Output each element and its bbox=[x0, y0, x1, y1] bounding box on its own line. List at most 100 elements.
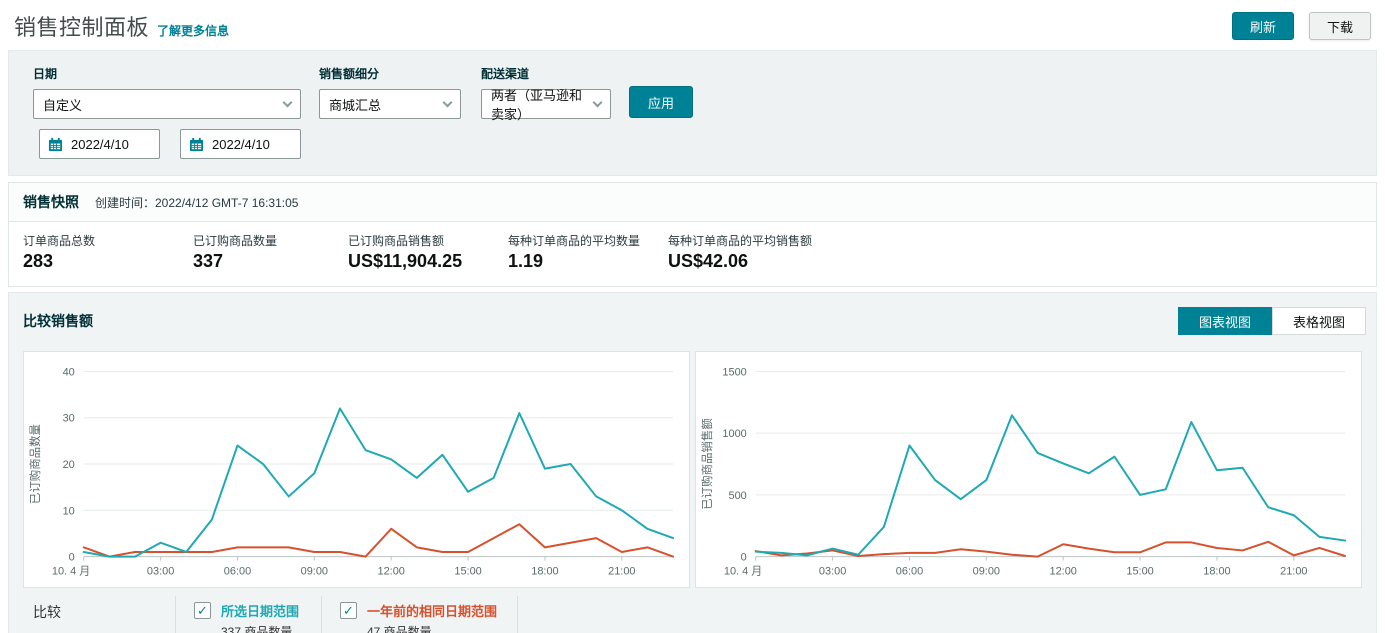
snapshot-stats-row: 订单商品总数283已订购商品数量337已订购商品销售额US$11,904.25每… bbox=[9, 222, 1376, 286]
snapshot-title: 销售快照 bbox=[23, 192, 79, 212]
end-date-input[interactable]: 2022/4/10 bbox=[180, 129, 301, 159]
legend-item-label: 所选日期范围 bbox=[221, 601, 299, 620]
x-tick-label: 18:00 bbox=[531, 566, 558, 578]
snapshot-header: 销售快照 创建时间：2022/4/12 GMT-7 16:31:05 bbox=[9, 183, 1376, 222]
date-range-select[interactable]: 自定义 bbox=[33, 89, 301, 119]
units-ordered-chart-card: 01020304010. 4 月03:0006:0009:0012:0015:0… bbox=[23, 351, 690, 588]
x-tick-label: 18:00 bbox=[1203, 566, 1230, 578]
learn-more-link[interactable]: 了解更多信息 bbox=[157, 22, 229, 39]
legend-item: ✓ 一年前的相同日期范围47 商品数量US$1,199.30 bbox=[321, 596, 517, 633]
y-axis-label: 已订购商品数量 bbox=[28, 424, 42, 504]
legend-item-quantity: 337 商品数量 bbox=[221, 623, 299, 633]
chevron-down-icon bbox=[593, 97, 603, 107]
page-title: 销售控制面板 bbox=[14, 10, 149, 42]
date-inputs-row: 2022/4/10 2022/4/10 bbox=[39, 129, 301, 159]
top-bar: 销售控制面板 了解更多信息 刷新 下载 bbox=[0, 0, 1385, 50]
x-tick-label: 21:00 bbox=[608, 566, 635, 578]
charts-row: 0 10 20 30 40 10. 4 月 03:00 06:00 09:00 12:00 15:0… bbox=[23, 351, 1362, 588]
compare-legend-intro: 比较 这是什么 bbox=[23, 596, 175, 633]
date-filter-group: 日期 自定义 2022/4/10 bbox=[33, 65, 301, 159]
calendar-icon bbox=[189, 137, 204, 152]
view-toggle: 图表视图 表格视图 bbox=[1178, 307, 1366, 335]
stat-value: US$42.06 bbox=[668, 251, 812, 272]
legend-checkbox[interactable]: ✓ bbox=[194, 602, 211, 619]
stat-label: 订单商品总数 bbox=[23, 232, 193, 249]
x-tick-label: 06:00 bbox=[224, 566, 251, 578]
date-range-value: 自定义 bbox=[43, 95, 82, 114]
download-button[interactable]: 下载 bbox=[1309, 12, 1371, 40]
x-tick-label: 10. 4 月 bbox=[52, 566, 90, 578]
compare-sales-section: 比较销售额 图表视图 表格视图 0 10 20 30 40 10. 4 月 03:00 06:… bbox=[8, 292, 1377, 633]
x-tick-label: 09:00 bbox=[301, 566, 328, 578]
snapshot-created-time: 创建时间：2022/4/12 GMT-7 16:31:05 bbox=[95, 194, 298, 211]
snapshot-stat: 已订购商品数量 337 bbox=[193, 232, 348, 272]
calendar-icon bbox=[48, 137, 63, 152]
legend-items: ✓所选日期范围337 商品数量US$11,904.25✓一年前的相同日期范围47… bbox=[175, 596, 518, 633]
channel-value: 两者（亚马逊和卖家） bbox=[491, 85, 586, 123]
product-sales-chart-card: 05001000150010. 4 月03:0006:0009:0012:001… bbox=[695, 351, 1362, 588]
apply-button[interactable]: 应用 bbox=[629, 86, 693, 118]
breakdown-filter-label: 销售额细分 bbox=[319, 65, 461, 82]
legend-item: ✓所选日期范围337 商品数量US$11,904.25 bbox=[175, 596, 321, 633]
sales-dashboard-page: 销售控制面板 了解更多信息 刷新 下载 日期 自定义 bbox=[0, 0, 1385, 633]
start-date-input[interactable]: 2022/4/10 bbox=[39, 129, 160, 159]
breakdown-select[interactable]: 商城汇总 bbox=[319, 89, 461, 119]
x-tick-label: 09:00 bbox=[973, 566, 1000, 578]
snapshot-stat: 已订购商品销售额US$11,904.25 bbox=[348, 232, 508, 272]
start-date-value: 2022/4/10 bbox=[71, 137, 129, 152]
x-tick-label: 10. 4 月 bbox=[724, 566, 762, 578]
series-line bbox=[756, 542, 1345, 557]
series-line bbox=[756, 415, 1345, 555]
table-view-tab[interactable]: 表格视图 bbox=[1272, 307, 1366, 335]
chevron-down-icon bbox=[283, 97, 293, 107]
legend-checkbox[interactable]: ✓ bbox=[340, 602, 357, 619]
stat-value: 283 bbox=[23, 251, 193, 272]
snapshot-stat: 每种订单商品的平均销售额 US$42.06 bbox=[668, 232, 812, 272]
y-axis-label: 已订购商品销售额 bbox=[700, 418, 714, 510]
y-tick-label: 0 bbox=[741, 552, 747, 564]
x-tick-label: 21:00 bbox=[1280, 566, 1307, 578]
stat-value: 337 bbox=[193, 251, 348, 272]
compare-legend-row: 比较 这是什么 ✓所选日期范围337 商品数量US$11,904.25✓一年前的… bbox=[23, 596, 1362, 633]
breakdown-filter-group: 销售额细分 商城汇总 bbox=[319, 65, 461, 119]
product-sales-chart: 05001000150010. 4 月03:0006:0009:0012:001… bbox=[698, 355, 1359, 587]
channel-select[interactable]: 两者（亚马逊和卖家） bbox=[481, 89, 611, 119]
top-actions: 刷新 下载 bbox=[1232, 12, 1371, 40]
y-tick-label: 40 bbox=[63, 366, 75, 378]
stat-label: 每种订单商品的平均数量 bbox=[508, 232, 668, 249]
legend-item-label: 一年前的相同日期范围 bbox=[367, 601, 497, 620]
chart-view-tab[interactable]: 图表视图 bbox=[1178, 307, 1272, 335]
stat-label: 已订购商品销售额 bbox=[348, 232, 508, 249]
series-line bbox=[84, 524, 673, 556]
channel-filter-group: 配送渠道 两者（亚马逊和卖家） bbox=[481, 65, 611, 119]
snapshot-stat: 订单商品总数 283 bbox=[23, 232, 193, 272]
stat-label: 每种订单商品的平均销售额 bbox=[668, 232, 812, 249]
refresh-button[interactable]: 刷新 bbox=[1232, 12, 1294, 40]
y-tick-label: 500 bbox=[729, 490, 747, 502]
compare-title: 比较销售额 bbox=[23, 311, 93, 331]
x-tick-label: 06:00 bbox=[896, 566, 923, 578]
legend-item-text: 一年前的相同日期范围47 商品数量US$1,199.30 bbox=[367, 601, 497, 633]
x-tick-label: 12:00 bbox=[378, 566, 405, 578]
y-tick-label: 10 bbox=[63, 505, 75, 517]
end-date-value: 2022/4/10 bbox=[212, 137, 270, 152]
x-tick-label: 03:00 bbox=[147, 566, 174, 578]
channel-filter-label: 配送渠道 bbox=[481, 65, 611, 82]
x-tick-label: 03:00 bbox=[819, 566, 846, 578]
y-tick-label: 30 bbox=[63, 413, 75, 425]
compare-header: 比较销售额 图表视图 表格视图 bbox=[9, 293, 1376, 335]
sales-snapshot-section: 销售快照 创建时间：2022/4/12 GMT-7 16:31:05 订单商品总… bbox=[8, 182, 1377, 287]
legend-item-text: 所选日期范围337 商品数量US$11,904.25 bbox=[221, 601, 299, 633]
y-tick-label: 20 bbox=[63, 459, 75, 471]
date-filter-label: 日期 bbox=[33, 65, 301, 82]
units-ordered-chart: 01020304010. 4 月03:0006:0009:0012:0015:0… bbox=[26, 355, 687, 587]
stat-value: 1.19 bbox=[508, 251, 668, 272]
x-tick-label: 15:00 bbox=[454, 566, 481, 578]
chevron-down-icon bbox=[443, 97, 453, 107]
filters-panel: 日期 自定义 2022/4/10 bbox=[8, 50, 1377, 176]
snapshot-stat: 每种订单商品的平均数量 1.19 bbox=[508, 232, 668, 272]
y-tick-label: 1500 bbox=[722, 366, 746, 378]
stat-label: 已订购商品数量 bbox=[193, 232, 348, 249]
series-line bbox=[84, 408, 673, 556]
x-tick-label: 12:00 bbox=[1050, 566, 1077, 578]
